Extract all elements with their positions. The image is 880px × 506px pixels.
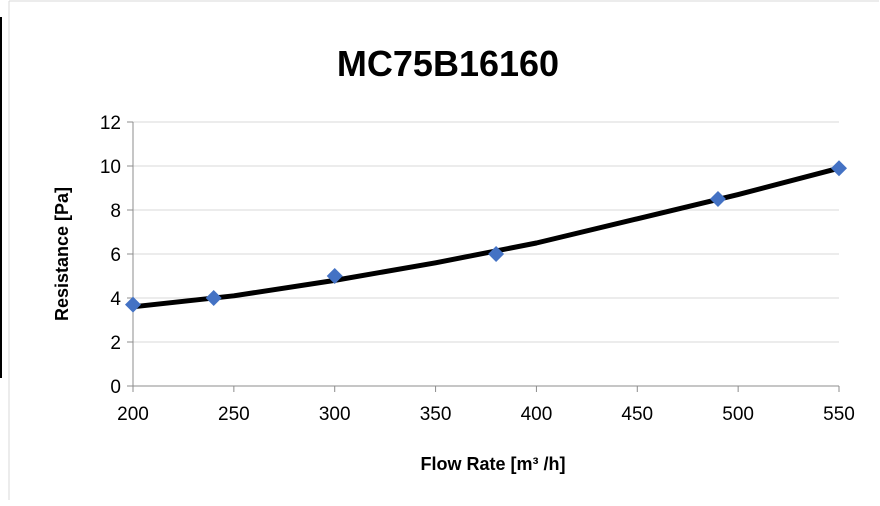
- tick-label-layer: 0 2 4 6 8 10 12 200 250 300 350 400 450 500 550: [100, 113, 855, 425]
- data-point-marker: [831, 160, 847, 177]
- x-tick-label: 450: [621, 404, 653, 425]
- data-point-layer: [125, 160, 847, 313]
- data-point-marker: [709, 191, 726, 207]
- data-point-marker: [326, 268, 343, 284]
- y-tick-label: 4: [110, 289, 121, 310]
- x-tick-label: 400: [521, 404, 553, 425]
- y-tick-label: 0: [110, 377, 121, 398]
- y-axis-label: Resistance [Pa]: [52, 187, 72, 321]
- data-point-marker: [205, 290, 222, 306]
- data-point-marker: [488, 246, 505, 262]
- axis-layer: [127, 121, 840, 392]
- y-tick-label: 10: [100, 157, 121, 178]
- x-tick-label: 550: [823, 404, 855, 425]
- data-point-marker: [125, 296, 141, 313]
- x-tick-label: 300: [319, 404, 351, 425]
- x-axis-label: Flow Rate [m³ /h]: [421, 454, 566, 474]
- x-tick-label: 250: [218, 404, 250, 425]
- y-tick-label: 2: [110, 333, 121, 354]
- x-tick-label: 200: [117, 404, 149, 425]
- y-tick-label: 6: [110, 245, 121, 266]
- x-tick-label: 500: [722, 404, 754, 425]
- x-tick-label: 350: [420, 404, 452, 425]
- y-tick-label: 12: [100, 113, 121, 134]
- chart-title: MC75B16160: [337, 43, 559, 84]
- y-tick-label: 8: [110, 201, 121, 222]
